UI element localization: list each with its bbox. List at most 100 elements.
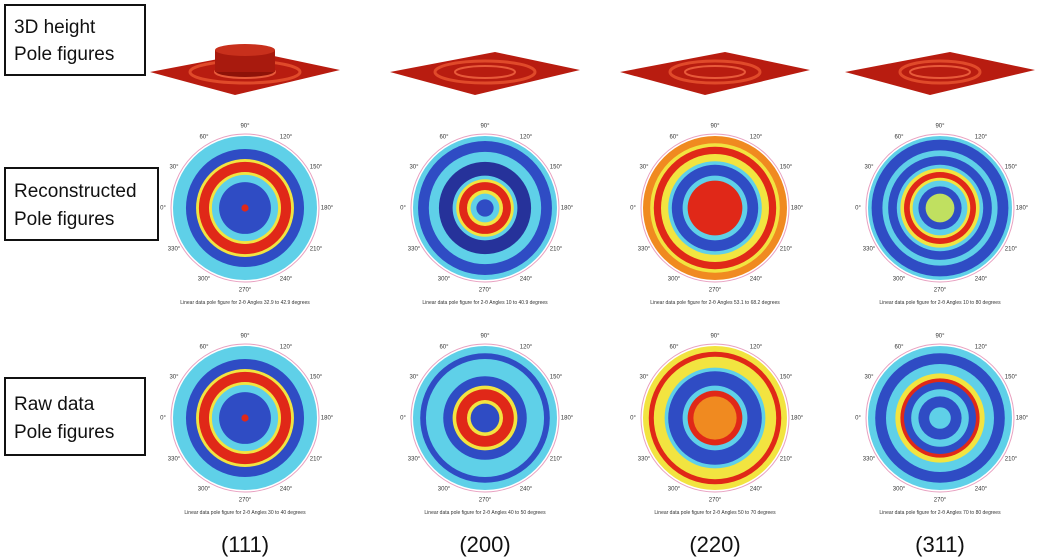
angle-label: 330° — [863, 457, 876, 463]
angle-label: 30° — [409, 165, 419, 171]
angle-label: 120° — [280, 345, 293, 351]
column-label: (111) — [221, 532, 269, 557]
angle-label: 60° — [439, 135, 449, 141]
angle-label: 330° — [408, 247, 421, 253]
row-label: Pole figures — [14, 44, 114, 65]
surface — [620, 52, 810, 95]
angle-label: 90° — [480, 124, 490, 130]
row-label: Reconstructed — [14, 181, 137, 202]
angle-label: 270° — [239, 498, 252, 504]
angle-label: 150° — [550, 165, 563, 171]
angle-label: 0° — [160, 206, 166, 212]
angle-label: 210° — [780, 457, 793, 463]
angle-label: 0° — [630, 206, 636, 212]
pole-ring — [471, 404, 500, 433]
angle-label: 90° — [240, 124, 250, 130]
angle-label: 330° — [638, 457, 651, 463]
angle-label: 300° — [438, 487, 451, 493]
angle-label: 60° — [894, 345, 904, 351]
angle-label: 300° — [893, 487, 906, 493]
figure: 3D height Pole figures Reconstructed Pol… — [0, 0, 1047, 559]
caption: Linear data pole figure for 2-θ Angles 5… — [650, 300, 780, 306]
angle-label: 180° — [561, 416, 574, 422]
column-label: (220) — [689, 532, 740, 557]
angle-label: 300° — [893, 277, 906, 283]
angle-label: 30° — [409, 375, 419, 381]
surface — [390, 52, 580, 95]
angle-label: 240° — [750, 487, 763, 493]
angle-label: 0° — [630, 416, 636, 422]
angle-label: 120° — [750, 135, 763, 141]
angle-label: 180° — [1016, 206, 1029, 212]
angle-label: 300° — [198, 487, 211, 493]
angle-label: 120° — [750, 345, 763, 351]
angle-label: 300° — [668, 277, 681, 283]
caption: Linear data pole figure for 2-θ Angles 5… — [654, 510, 776, 516]
angle-label: 180° — [791, 416, 804, 422]
angle-label: 330° — [408, 457, 421, 463]
pole-ring — [929, 407, 951, 429]
angle-label: 240° — [280, 487, 293, 493]
angle-label: 30° — [864, 375, 874, 381]
angle-label: 30° — [169, 375, 179, 381]
pole-ring — [476, 199, 493, 216]
angle-label: 270° — [479, 498, 492, 504]
angle-label: 270° — [934, 288, 947, 294]
caption: Linear data pole figure for 2-θ Angles 7… — [879, 510, 1001, 516]
angle-label: 30° — [639, 165, 649, 171]
angle-label: 60° — [669, 135, 679, 141]
row-label: Raw data — [14, 394, 95, 415]
angle-label: 150° — [1005, 165, 1018, 171]
angle-label: 210° — [1005, 247, 1018, 253]
caption: Linear data pole figure for 2-θ Angles 4… — [424, 510, 546, 516]
pole-ring — [688, 181, 743, 236]
angle-label: 180° — [791, 206, 804, 212]
angle-label: 240° — [280, 277, 293, 283]
surface — [845, 52, 1035, 95]
angle-label: 90° — [240, 334, 250, 340]
angle-label: 120° — [520, 135, 533, 141]
label-box — [5, 378, 145, 455]
angle-label: 60° — [894, 135, 904, 141]
angle-label: 240° — [520, 277, 533, 283]
angle-label: 120° — [975, 135, 988, 141]
caption: Linear data pole figure for 2-θ Angles 1… — [879, 300, 1001, 306]
pole-ring — [241, 204, 248, 211]
angle-label: 330° — [638, 247, 651, 253]
angle-label: 210° — [550, 247, 563, 253]
caption: Linear data pole figure for 2-θ Angles 1… — [422, 300, 548, 306]
angle-label: 180° — [321, 206, 334, 212]
caption: Linear data pole figure for 2-θ Angles 3… — [180, 300, 310, 306]
angle-label: 0° — [160, 416, 166, 422]
pole-ring — [241, 414, 248, 421]
angle-label: 300° — [198, 277, 211, 283]
angle-label: 150° — [1005, 375, 1018, 381]
angle-label: 210° — [780, 247, 793, 253]
angle-label: 150° — [550, 375, 563, 381]
angle-label: 270° — [239, 288, 252, 294]
surface-top — [215, 44, 275, 56]
angle-label: 60° — [669, 345, 679, 351]
angle-label: 60° — [199, 135, 209, 141]
angle-label: 30° — [864, 165, 874, 171]
angle-label: 270° — [934, 498, 947, 504]
angle-label: 90° — [480, 334, 490, 340]
angle-label: 150° — [780, 165, 793, 171]
angle-label: 90° — [710, 334, 720, 340]
angle-label: 180° — [561, 206, 574, 212]
angle-label: 270° — [709, 288, 722, 294]
angle-label: 90° — [935, 124, 945, 130]
angle-label: 150° — [310, 165, 323, 171]
angle-label: 30° — [169, 165, 179, 171]
pole-ring — [693, 396, 736, 439]
caption: Linear data pole figure for 2-θ Angles 3… — [184, 510, 306, 516]
angle-label: 0° — [400, 206, 406, 212]
angle-label: 0° — [400, 416, 406, 422]
angle-label: 90° — [935, 334, 945, 340]
angle-label: 120° — [520, 345, 533, 351]
angle-label: 120° — [280, 135, 293, 141]
angle-label: 0° — [855, 206, 861, 212]
row-label: 3D height — [14, 17, 96, 38]
pole-ring — [926, 194, 955, 223]
column-label: (200) — [459, 532, 510, 557]
